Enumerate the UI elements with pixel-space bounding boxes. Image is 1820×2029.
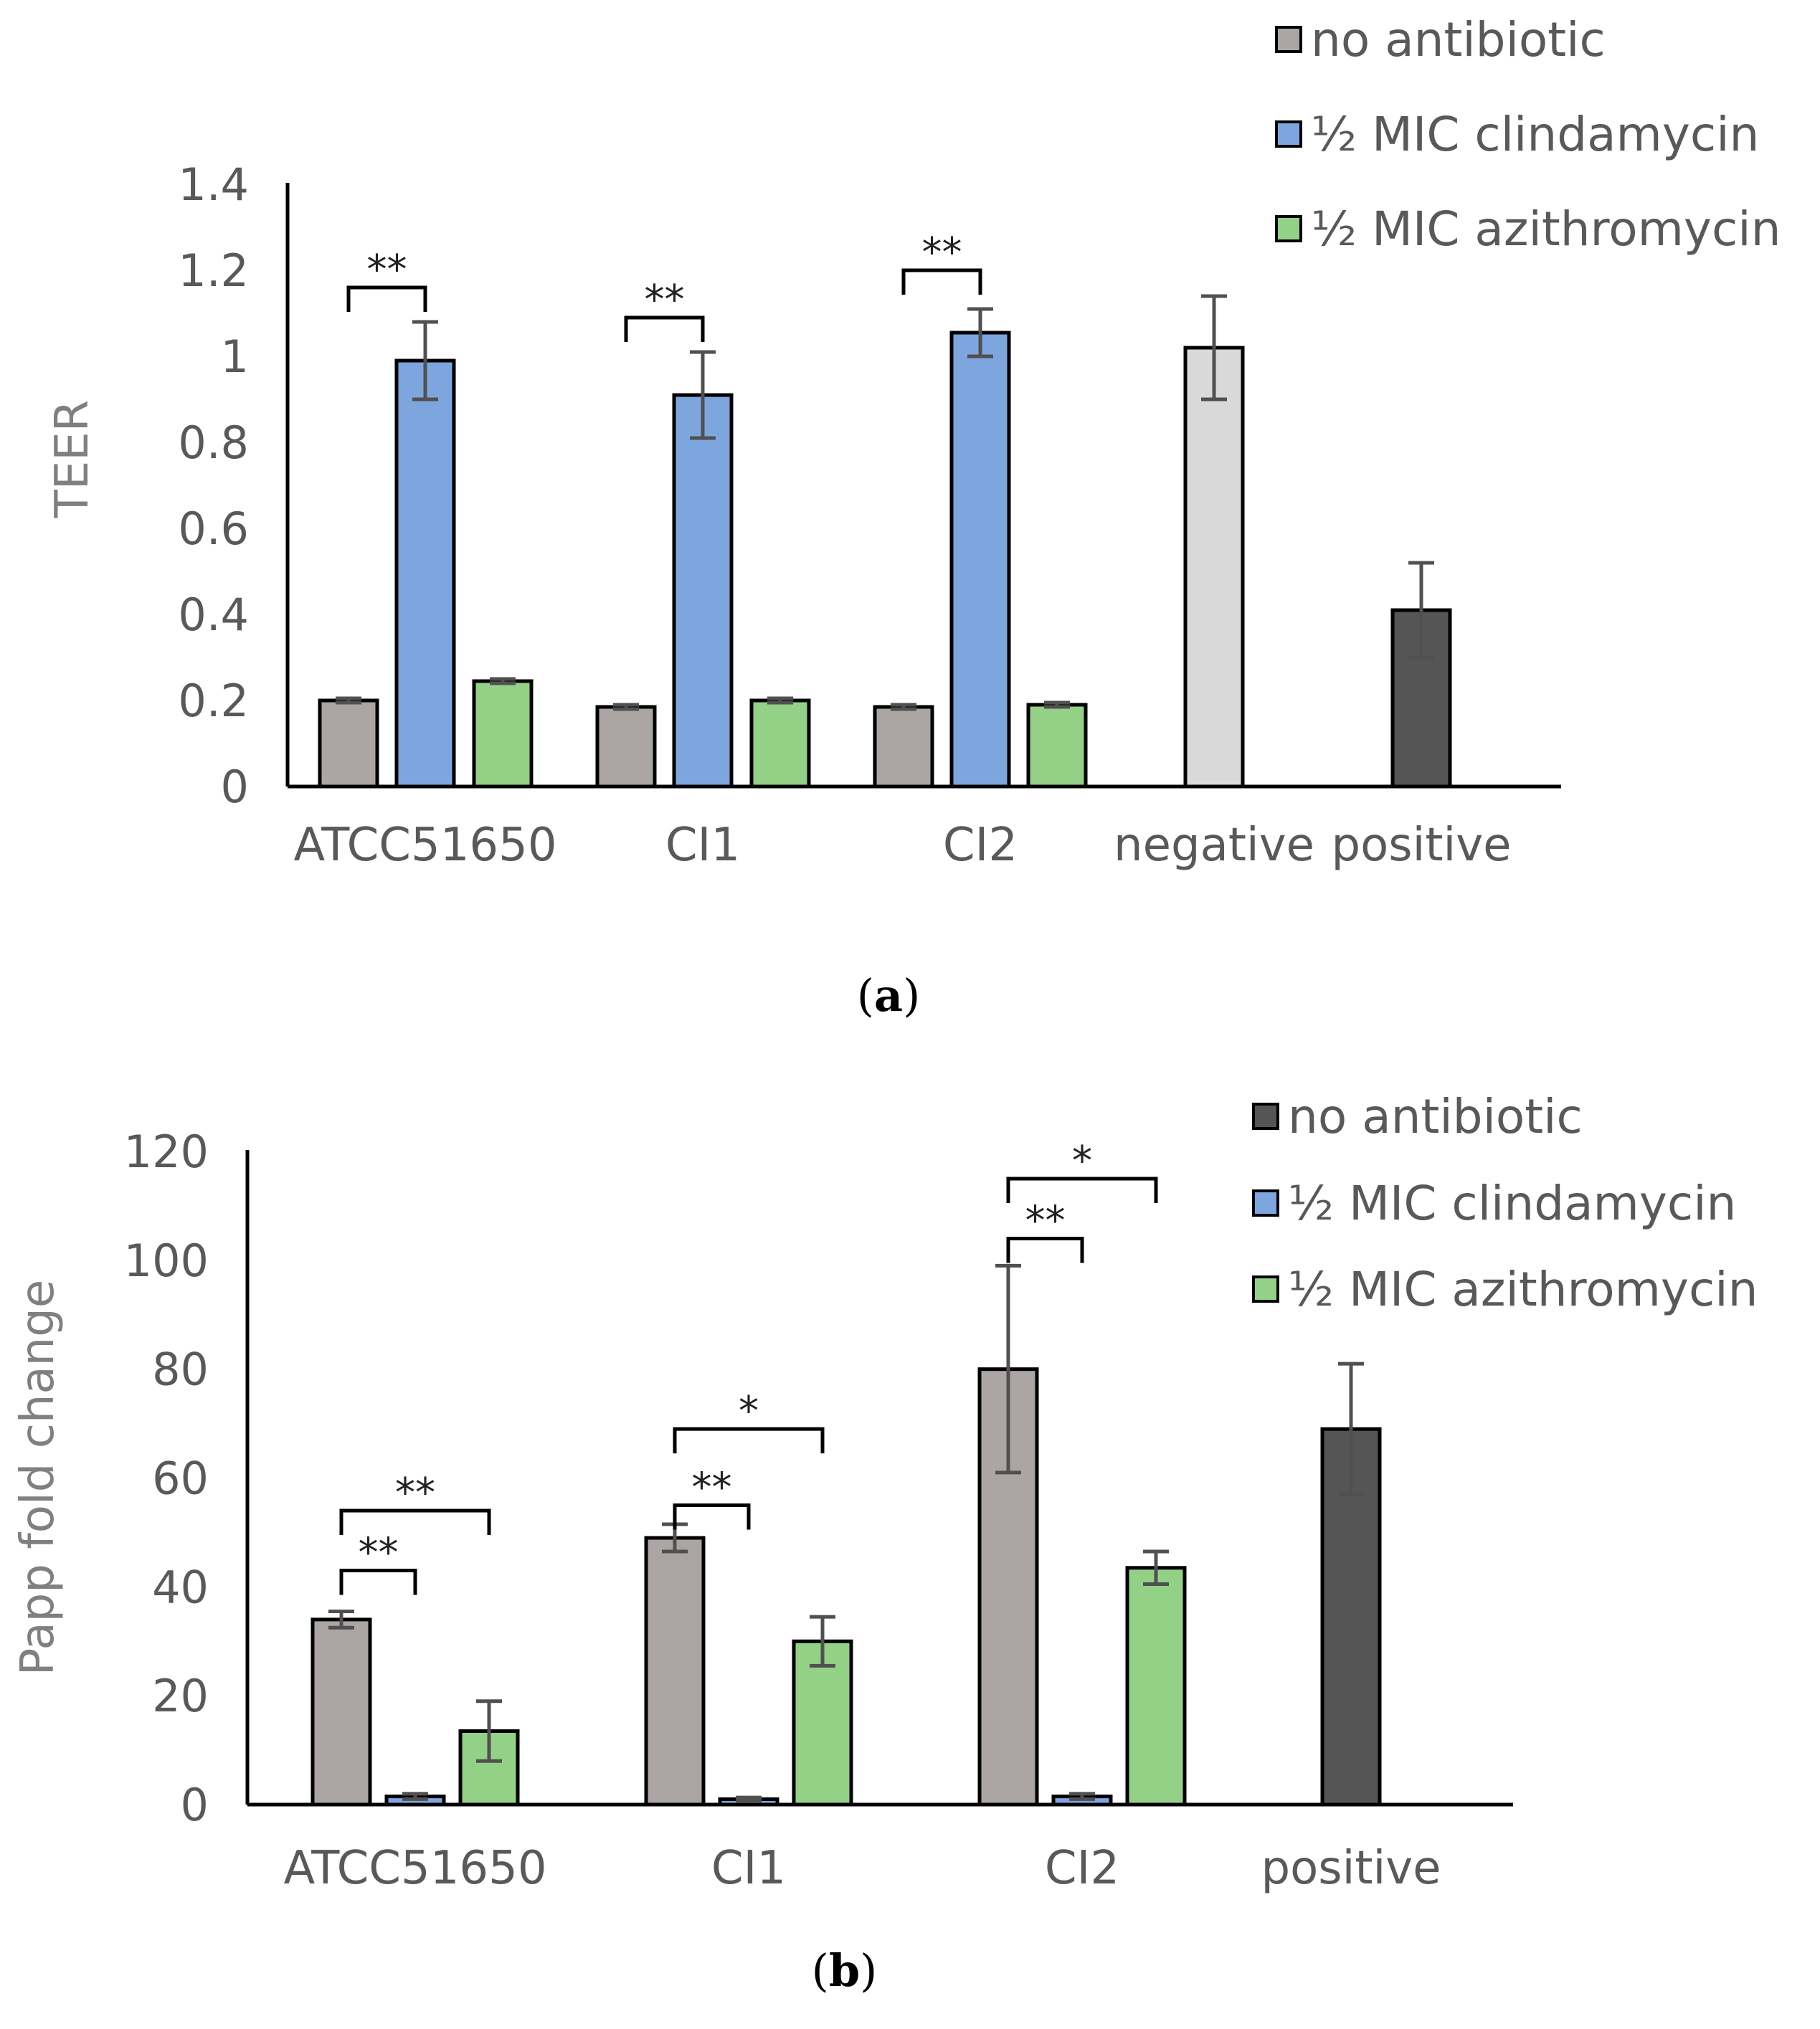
category-label: ATCC51650 xyxy=(293,819,556,872)
y-tick-label: 120 xyxy=(124,1126,209,1178)
y-tick-label: 1.2 xyxy=(178,244,249,297)
bar-1 xyxy=(394,358,456,789)
legend-label: ½ MIC clindamycin xyxy=(1311,107,1759,162)
control-bar xyxy=(1183,346,1245,789)
legend-swatch xyxy=(1275,120,1302,148)
legend-swatch xyxy=(1252,1189,1279,1217)
y-tick-label: 1.4 xyxy=(178,158,249,211)
bar-0 xyxy=(595,705,657,789)
legend-swatch xyxy=(1252,1103,1279,1130)
y-tick-label: 0 xyxy=(181,1779,209,1831)
significance-bracket xyxy=(339,1569,417,1595)
legend-label: ½ MIC clindamycin xyxy=(1288,1176,1736,1231)
significance-bracket xyxy=(346,285,427,312)
y-tick-label: 60 xyxy=(152,1453,209,1505)
y-tick-label: 100 xyxy=(124,1235,209,1287)
significance-bracket xyxy=(339,1508,491,1536)
bar-0 xyxy=(318,698,379,789)
legend-label: no antibiotic xyxy=(1288,1089,1583,1144)
y-tick-label: 40 xyxy=(152,1561,209,1613)
category-label: ATCC51650 xyxy=(283,1842,546,1895)
bar-0 xyxy=(311,1617,372,1807)
legend-swatch xyxy=(1252,1275,1279,1303)
y-tick-label: 20 xyxy=(152,1670,209,1722)
y-tick-label: 0.2 xyxy=(178,675,249,727)
significance-label: ** xyxy=(922,229,962,276)
panel-label: (a) xyxy=(857,969,921,1022)
bar-0 xyxy=(873,705,934,789)
category-label: CI2 xyxy=(943,819,1018,872)
significance-bracket xyxy=(1006,1236,1084,1263)
significance-label: ** xyxy=(692,1464,732,1511)
y-axis-label: Papp fold change xyxy=(11,1280,65,1676)
significance-bracket xyxy=(901,268,982,295)
category-label: positive xyxy=(1261,1842,1441,1895)
bar-2 xyxy=(792,1639,853,1807)
bar-2 xyxy=(749,698,811,789)
significance-label: ** xyxy=(395,1470,435,1516)
significance-label: * xyxy=(739,1388,759,1435)
chart-a: 0 0.2 0.4 0.6 0.8 1 1.2 1.4 TEER ATCC51650 CI1 CI2 n… xyxy=(46,12,1781,1022)
significance-label: ** xyxy=(367,247,407,293)
y-tick-label: 0.8 xyxy=(178,417,249,469)
bar-2 xyxy=(1026,703,1088,789)
significance-label: ** xyxy=(645,277,685,323)
chart-b: 0 20 40 60 80 100 120 Papp fold change ATCC51650… xyxy=(11,1089,1758,1997)
bar-1 xyxy=(672,393,734,789)
panel-label: (b) xyxy=(812,1944,878,1997)
bar-0 xyxy=(644,1536,706,1807)
legend-label: ½ MIC azithromycin xyxy=(1311,201,1781,257)
bar-1 xyxy=(949,331,1011,789)
category-label: CI1 xyxy=(711,1842,786,1895)
significance-label: ** xyxy=(1025,1197,1066,1244)
y-tick-label: 0 xyxy=(221,761,249,813)
bar-2 xyxy=(1125,1566,1187,1807)
bar-2 xyxy=(472,679,534,789)
legend-label: no antibiotic xyxy=(1311,12,1606,67)
y-tick-label: 80 xyxy=(152,1344,209,1396)
significance-label: * xyxy=(1072,1138,1092,1184)
y-axis-label: TEER xyxy=(46,400,99,518)
category-label: positive xyxy=(1331,819,1511,872)
category-label: negative xyxy=(1114,819,1314,872)
y-tick-label: 1 xyxy=(221,331,249,383)
significance-label: ** xyxy=(359,1530,399,1577)
legend-swatch xyxy=(1275,26,1302,53)
category-label: CI1 xyxy=(665,819,740,872)
significance-bracket xyxy=(673,1503,751,1530)
significance-bracket xyxy=(624,315,705,342)
category-label: CI2 xyxy=(1045,1842,1119,1895)
significance-bracket xyxy=(673,1427,825,1454)
legend-swatch xyxy=(1275,215,1302,242)
y-tick-label: 0.6 xyxy=(178,503,249,555)
y-tick-label: 0.4 xyxy=(178,589,249,641)
significance-bracket xyxy=(1006,1177,1158,1203)
legend-label: ½ MIC azithromycin xyxy=(1288,1262,1758,1317)
